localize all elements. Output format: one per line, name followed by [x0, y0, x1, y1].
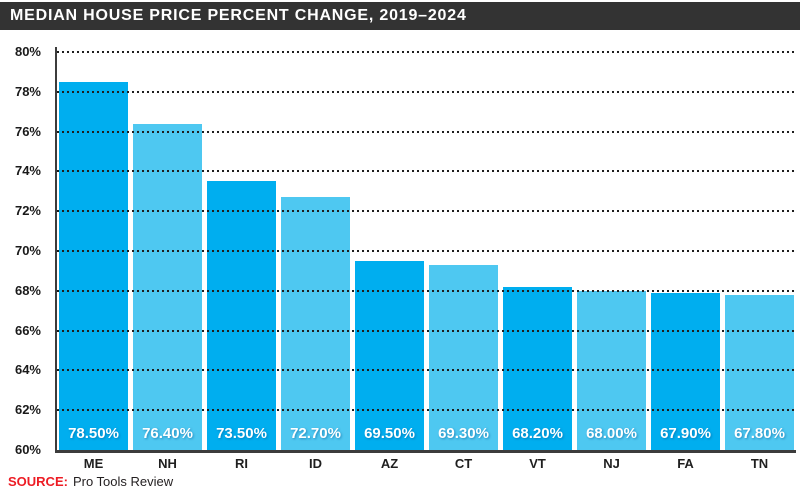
bar-value-label: 69.50%	[364, 425, 415, 442]
bar-value-label: 68.00%	[586, 425, 637, 442]
x-tick-label: CT	[454, 456, 473, 471]
bar-NH: 76.40%	[133, 123, 202, 450]
y-tick-label: 80%	[14, 44, 41, 59]
x-tick-label: RI	[235, 456, 248, 471]
x-tick-label: FA	[677, 456, 694, 471]
y-tick-label: 68%	[14, 282, 41, 298]
bars: 78.50% 76.40% 73.50% 72.70% 69.50% 69.30% 68.2…	[57, 52, 796, 450]
bar-CT: 69.30%	[429, 264, 498, 450]
bar-value-label: 67.80%	[734, 425, 785, 442]
bar-value-label: 78.50%	[68, 425, 119, 442]
x-tick-label: NJ	[603, 456, 620, 471]
x-tick-label: ID	[309, 456, 322, 471]
x-axis-labels: ME NH RI ID AZ CT VT NJ FA TN	[57, 456, 796, 471]
bar-value-label: 69.30%	[438, 425, 489, 442]
y-tick-label: 64%	[14, 362, 41, 378]
chart-title: MEDIAN HOUSE PRICE PERCENT CHANGE, 2019–…	[10, 7, 467, 24]
x-axis-line	[55, 450, 796, 453]
y-tick-label: 66%	[14, 322, 41, 338]
x-tick-label: VT	[529, 456, 546, 471]
x-tick-label: ME	[83, 456, 104, 471]
bar-ME: 78.50%	[59, 81, 128, 450]
x-tick-label: AZ	[380, 456, 399, 471]
bar-FA: 67.90%	[651, 292, 720, 450]
bar-VT: 68.20%	[503, 286, 572, 450]
source-text: Pro Tools Review	[72, 474, 174, 489]
y-axis-line	[55, 47, 57, 450]
plot-area: 78.50% 76.40% 73.50% 72.70% 69.50% 69.30% 68.2…	[55, 47, 796, 453]
y-tick-label: 62%	[14, 402, 41, 418]
bar-ID: 72.70%	[281, 197, 350, 450]
bar-value-label: 68.20%	[512, 425, 563, 442]
y-tick-label: 74%	[14, 163, 41, 179]
bar-value-label: 76.40%	[142, 425, 193, 442]
source-label: SOURCE:	[8, 474, 68, 489]
x-tick-label: TN	[750, 456, 769, 471]
y-tick-label: 78%	[14, 83, 41, 99]
y-tick-label: 70%	[14, 243, 41, 258]
source-line: SOURCE: Pro Tools Review	[8, 474, 173, 489]
bar-value-label: 72.70%	[290, 425, 341, 442]
y-tick-label: 72%	[14, 203, 41, 219]
chart-title-bar: MEDIAN HOUSE PRICE PERCENT CHANGE, 2019–…	[0, 2, 800, 30]
y-tick-label: 76%	[14, 123, 41, 139]
bar-NJ: 68.00%	[577, 290, 646, 450]
bar-AZ: 69.50%	[355, 260, 424, 450]
y-tick-label: 60%	[14, 442, 41, 457]
bar-RI: 73.50%	[207, 181, 276, 450]
bar-value-label: 67.90%	[660, 425, 711, 442]
bar-TN: 67.80%	[725, 294, 794, 450]
x-tick-label: NH	[158, 456, 177, 471]
bar-value-label: 73.50%	[216, 425, 267, 442]
y-axis-labels: 60% 62% 64% 66% 68% 70% 72% 74% 76% 78% 80%	[0, 45, 49, 457]
